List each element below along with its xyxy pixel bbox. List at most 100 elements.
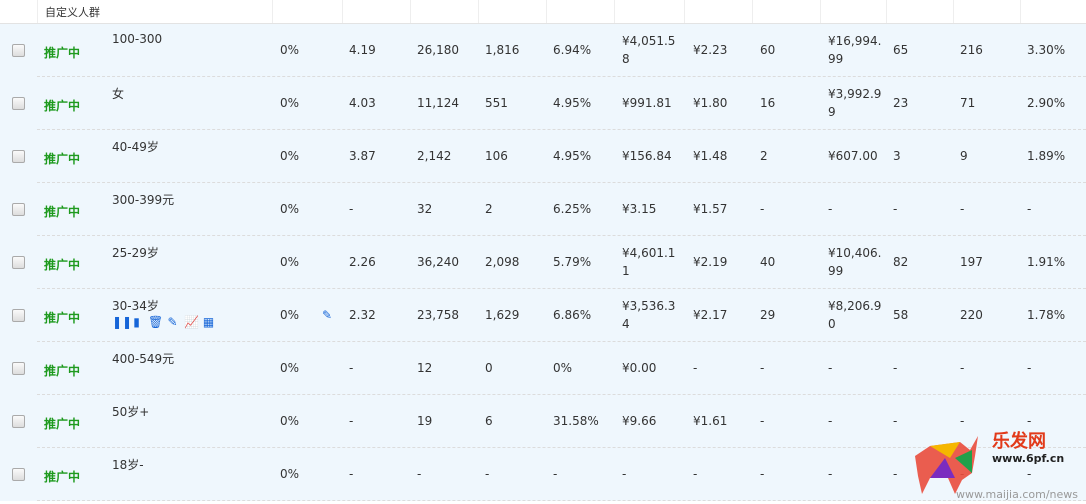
cell-col-12: 2.90% <box>1027 96 1066 110</box>
status-badge: 推广中 <box>44 311 81 325</box>
cell-col-6: ¥3,536.34 <box>622 299 676 331</box>
column-header-custom-crowd: 自定义人群 <box>45 6 100 19</box>
cell-col-5: 5.79% <box>553 255 592 269</box>
cell-col-6: ¥4,051.58 <box>622 34 676 66</box>
row-checkbox[interactable] <box>12 97 25 110</box>
pause-icon[interactable]: ❚❚ <box>112 315 133 329</box>
cell-col-4: 2 <box>485 202 493 216</box>
cell-col-9: - <box>828 414 833 428</box>
cell-col-12: - <box>1027 414 1032 428</box>
crowd-name: 40-49岁 <box>112 140 159 154</box>
cell-col-3: 26,180 <box>417 43 459 57</box>
cell-col-3: 23,758 <box>417 308 459 322</box>
row-checkbox[interactable] <box>12 44 25 57</box>
cell-col-3: 11,124 <box>417 96 459 110</box>
cell-col-4: 106 <box>485 149 508 163</box>
cell-col-8: - <box>760 414 765 428</box>
crowd-name: 50岁+ <box>112 405 150 419</box>
row-checkbox[interactable] <box>12 362 25 375</box>
cell-col-3: 12 <box>417 361 433 375</box>
cell-col-10: 3 <box>893 149 901 163</box>
cell-col-3: 2,142 <box>417 149 452 163</box>
cell-col-11: 220 <box>960 308 983 322</box>
row-checkbox[interactable] <box>12 415 25 428</box>
cell-col-4: 1,629 <box>485 308 520 322</box>
cell-col-2: 2.26 <box>349 255 376 269</box>
cell-col-5: 31.58% <box>553 414 599 428</box>
row-checkbox[interactable] <box>12 203 25 216</box>
cell-col-8: - <box>760 361 765 375</box>
cell-col-10: 82 <box>893 255 909 269</box>
row-checkbox[interactable] <box>12 150 25 163</box>
cell-col-5: - <box>553 467 558 481</box>
header-divider <box>272 0 273 23</box>
cell-col-2: - <box>349 202 354 216</box>
cell-col-2: 2.32 <box>349 308 376 322</box>
cell-col-1: 0% <box>280 255 300 269</box>
header-divider <box>546 0 547 23</box>
header-divider <box>1020 0 1021 23</box>
table-header: 自定义人群 <box>0 0 1086 24</box>
line-chart-icon[interactable]: 📈 <box>184 315 199 329</box>
trash-icon[interactable]: 🗑 <box>148 315 164 329</box>
cell-col-2: 3.87 <box>349 149 376 163</box>
cell-col-12: 1.89% <box>1027 149 1066 163</box>
cell-col-1: 0% <box>280 43 300 57</box>
cell-col-3: 19 <box>417 414 433 428</box>
cell-col-8: - <box>760 202 765 216</box>
cell-col-3: 36,240 <box>417 255 459 269</box>
cell-col-11: - <box>960 467 965 481</box>
edit-icon[interactable]: ✎ <box>167 315 178 329</box>
cell-col-10: - <box>893 202 898 216</box>
cell-col-7: ¥1.61 <box>693 414 728 428</box>
row-divider <box>37 341 1086 342</box>
cell-col-12: 1.78% <box>1027 308 1066 322</box>
cell-col-11: - <box>960 361 965 375</box>
cell-col-9: ¥3,992.99 <box>828 87 882 119</box>
row-divider <box>37 394 1086 395</box>
cell-col-10: - <box>893 361 898 375</box>
cell-col-12: - <box>1027 202 1032 216</box>
report-icon[interactable]: ▦ <box>202 315 215 329</box>
cell-col-1: 0% <box>280 361 300 375</box>
cell-col-9: - <box>828 361 833 375</box>
status-badge: 推广中 <box>44 99 81 113</box>
crowd-name: 300-399元 <box>112 193 175 207</box>
cell-col-11: 9 <box>960 149 968 163</box>
cell-col-6: - <box>622 467 627 481</box>
cell-col-9: ¥607.00 <box>828 149 878 163</box>
cell-col-8: 40 <box>760 255 776 269</box>
row-divider <box>37 76 1086 77</box>
table-row: 推广中 女 0% 4.03 11,124 551 4.95% ¥991.81 ¥1.80 16 ¥… <box>0 77 1086 130</box>
cell-col-8: 29 <box>760 308 776 322</box>
cell-col-2: - <box>349 414 354 428</box>
cell-col-5: 4.95% <box>553 96 592 110</box>
row-checkbox[interactable] <box>12 468 25 481</box>
cell-col-6: ¥3.15 <box>622 202 657 216</box>
row-divider <box>37 288 1086 289</box>
cell-col-12: 1.91% <box>1027 255 1066 269</box>
status-badge: 推广中 <box>44 205 81 219</box>
status-badge: 推广中 <box>44 152 81 166</box>
cell-col-6: ¥156.84 <box>622 149 672 163</box>
cell-col-4: - <box>485 467 490 481</box>
cell-col-9: - <box>828 467 833 481</box>
row-checkbox[interactable] <box>12 309 25 322</box>
crowd-name: 18岁- <box>112 458 144 472</box>
cell-col-6: ¥9.66 <box>622 414 657 428</box>
cell-col-4: 6 <box>485 414 493 428</box>
cell-col-12: - <box>1027 361 1032 375</box>
cell-col-9: ¥8,206.90 <box>828 299 882 331</box>
cell-col-5: 6.25% <box>553 202 592 216</box>
cell-col-7: ¥1.48 <box>693 149 728 163</box>
table-row: 推广中 50岁+ 0% - 19 6 31.58% ¥9.66 ¥1.61 - - - - - <box>0 395 1086 448</box>
edit-discount-icon[interactable]: ✎ <box>322 308 333 322</box>
clipboard-icon[interactable]: ▮ <box>133 315 140 329</box>
cell-col-5: 6.94% <box>553 43 592 57</box>
crowd-name: 100-300 <box>112 32 163 46</box>
row-checkbox[interactable] <box>12 256 25 269</box>
cell-col-9: ¥16,994.99 <box>828 34 882 66</box>
header-divider <box>342 0 343 23</box>
table-row: 推广中 300-399元 0% - 32 2 6.25% ¥3.15 ¥1.57 - - - - - <box>0 183 1086 236</box>
cell-col-8: 16 <box>760 96 776 110</box>
